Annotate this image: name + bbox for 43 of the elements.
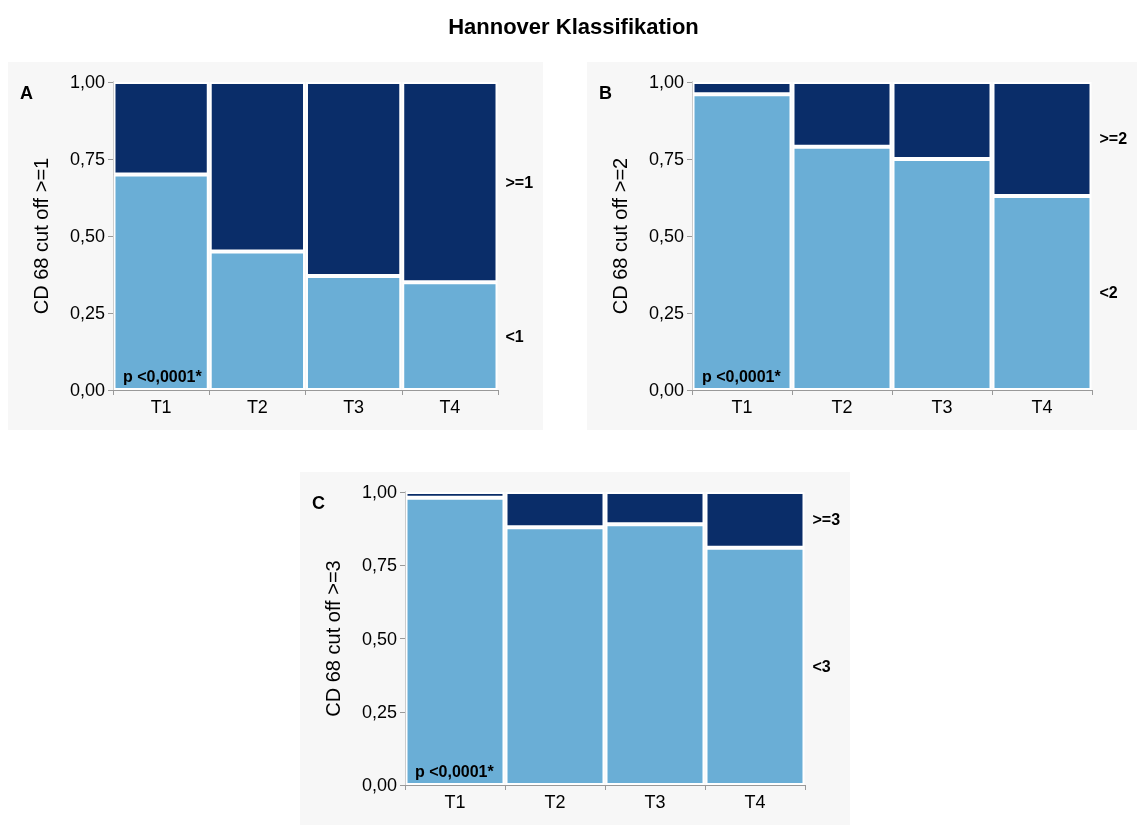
x-tick-label: T4 — [744, 792, 766, 812]
annotation: p <0,0001* — [123, 367, 203, 385]
x-tick-label: T3 — [644, 792, 666, 812]
text: A — [20, 83, 33, 103]
y-axis-title: CD 68 cut off >=3 — [322, 560, 344, 717]
y-tick-label: 0,75 — [361, 555, 397, 576]
text: Hannover Klassifikation — [447, 14, 700, 40]
y-tick-label: 0,25 — [361, 701, 397, 722]
x-tick-label: T4 — [1031, 397, 1053, 417]
x-tick-label: T3 — [343, 397, 365, 417]
y-tick-label: 0,25 — [69, 303, 105, 323]
series-label: >=2 — [1099, 130, 1128, 148]
text: C — [312, 493, 325, 513]
annotation: p <0,0001* — [702, 367, 782, 385]
annotation: p <0,0001* — [415, 762, 495, 780]
y-tick-label: 1,00 — [648, 72, 684, 92]
y-tick-label: 0,50 — [361, 628, 397, 649]
x-tick-label: T2 — [831, 397, 853, 417]
y-tick-label: 0,00 — [361, 775, 397, 795]
y-tick-label: 1,00 — [361, 482, 397, 502]
y-axis-title: CD 68 cut off >=2 — [609, 157, 631, 315]
x-tick-label: T1 — [444, 792, 466, 812]
series-label: >=3 — [812, 511, 841, 529]
text: B — [599, 83, 612, 103]
y-tick-label: 0,50 — [69, 226, 105, 246]
x-tick-label: T1 — [731, 397, 753, 417]
x-tick-label: T2 — [246, 397, 268, 417]
y-tick-label: 0,25 — [648, 303, 684, 323]
y-tick-label: 0,00 — [648, 380, 684, 400]
x-tick-label: T2 — [544, 792, 566, 812]
y-tick-label: 0,75 — [648, 149, 684, 169]
y-axis-title: CD 68 cut off >=1 — [30, 157, 52, 315]
series-label: <2 — [1099, 284, 1118, 302]
series-label: <1 — [505, 327, 524, 345]
y-tick-label: 0,75 — [69, 149, 105, 169]
series-label: <3 — [812, 657, 831, 675]
x-tick-label: T1 — [150, 397, 172, 417]
x-tick-label: T3 — [931, 397, 953, 417]
y-tick-label: 1,00 — [69, 72, 105, 92]
y-tick-label: 0,50 — [648, 226, 684, 246]
x-tick-label: T4 — [439, 397, 461, 417]
series-label: >=1 — [505, 173, 534, 191]
y-tick-label: 0,00 — [69, 380, 105, 400]
